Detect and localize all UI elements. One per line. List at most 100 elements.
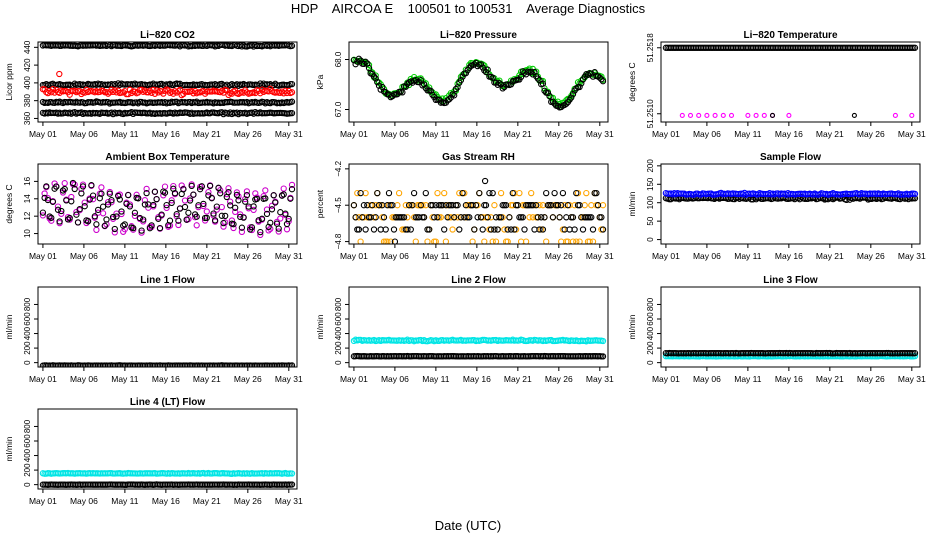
data-point: [501, 226, 508, 233]
data-point: [48, 89, 55, 96]
data-point: [203, 214, 210, 222]
data-point: [237, 213, 244, 221]
data-point: [539, 202, 547, 209]
x-tick-label: May 31: [586, 251, 614, 261]
data-point: [599, 226, 607, 233]
data-point: [911, 190, 919, 198]
data-point: [235, 197, 242, 204]
data-point: [911, 44, 919, 51]
data-points: [39, 42, 296, 118]
data-point: [262, 195, 269, 202]
data-point: [71, 185, 78, 193]
data-point: [536, 226, 543, 233]
data-point: [118, 210, 125, 218]
data-point: [140, 218, 147, 225]
data-point: [479, 226, 486, 233]
data-point: [576, 83, 583, 91]
x-tick-label: May 26: [234, 496, 262, 506]
data-point: [98, 184, 105, 191]
panel-li-820-pressure: Li−820 Pressure kPa 67.0 68.0 May 01 May 06 Ma…: [315, 30, 614, 139]
data-point: [93, 221, 100, 228]
data-point: [54, 203, 62, 210]
data-point: [573, 238, 580, 244]
data-point: [56, 70, 63, 78]
data-point: [591, 69, 598, 76]
data-point: [911, 349, 919, 357]
series-black: [39, 481, 296, 488]
data-point: [81, 203, 88, 210]
y-tick-label: 0: [334, 360, 343, 365]
x-tick-label: May 31: [898, 374, 926, 384]
y-tick-label: 420: [23, 58, 32, 72]
data-point: [243, 188, 251, 195]
data-point: [497, 189, 505, 197]
series-black: [350, 352, 607, 360]
y-tick-label: 380: [23, 93, 32, 107]
y-tick-label: 400: [23, 76, 32, 90]
data-point: [489, 238, 496, 244]
data-point: [48, 214, 55, 221]
data-points: [350, 55, 607, 111]
data-point: [704, 112, 710, 118]
data-point: [432, 238, 439, 244]
data-point: [108, 197, 115, 204]
data-point: [507, 226, 515, 233]
data-point: [79, 183, 87, 190]
data-point: [39, 209, 47, 216]
y-tick-label: 800: [23, 297, 32, 311]
x-tick-label: May 11: [111, 374, 139, 384]
data-point: [728, 112, 735, 118]
plot-frame: [37, 41, 298, 123]
data-point: [193, 222, 200, 229]
series-black-low: [39, 98, 296, 107]
data-point: [543, 238, 550, 244]
data-point: [138, 229, 145, 236]
data-point: [534, 214, 541, 221]
data-point: [576, 238, 583, 244]
data-point: [255, 217, 262, 224]
data-point: [364, 202, 371, 209]
data-point: [141, 197, 149, 204]
x-tick-label: May 11: [734, 374, 762, 384]
data-point: [145, 201, 152, 208]
data-point: [504, 238, 511, 244]
x-tick-label: May 06: [70, 129, 98, 139]
x-tick-label: May 06: [693, 251, 721, 261]
data-point: [141, 201, 149, 208]
data-point: [242, 198, 249, 205]
data-point: [233, 191, 241, 199]
x-tick-label: May 31: [586, 129, 614, 139]
data-point: [391, 238, 399, 244]
data-point: [466, 214, 473, 221]
plot-frame: [660, 286, 921, 368]
x-tick-label: May 21: [193, 496, 221, 506]
data-point: [109, 213, 117, 221]
data-point: [459, 189, 466, 197]
data-point: [58, 210, 65, 217]
data-point: [225, 91, 232, 99]
plot-frame: [37, 163, 298, 245]
data-point: [355, 226, 363, 233]
data-point: [389, 202, 396, 209]
data-point: [558, 238, 565, 244]
data-point: [892, 112, 898, 118]
y-tick-label: 12: [23, 211, 32, 220]
x-tick-label: May 06: [70, 496, 98, 506]
data-point: [126, 201, 134, 208]
data-point: [59, 187, 67, 194]
data-point: [218, 212, 225, 219]
data-point: [270, 192, 277, 199]
x-tick-label: May 11: [422, 251, 450, 261]
data-point: [242, 195, 249, 203]
data-point: [263, 210, 271, 218]
x-tick-label: May 16: [463, 129, 491, 139]
data-point: [533, 202, 540, 209]
data-point: [422, 202, 429, 209]
data-point: [477, 61, 485, 68]
data-point: [120, 222, 127, 229]
data-point: [544, 89, 552, 97]
data-point: [217, 190, 224, 197]
x-tick-label: May 16: [463, 374, 491, 384]
data-point: [138, 227, 145, 234]
data-point: [491, 226, 498, 233]
